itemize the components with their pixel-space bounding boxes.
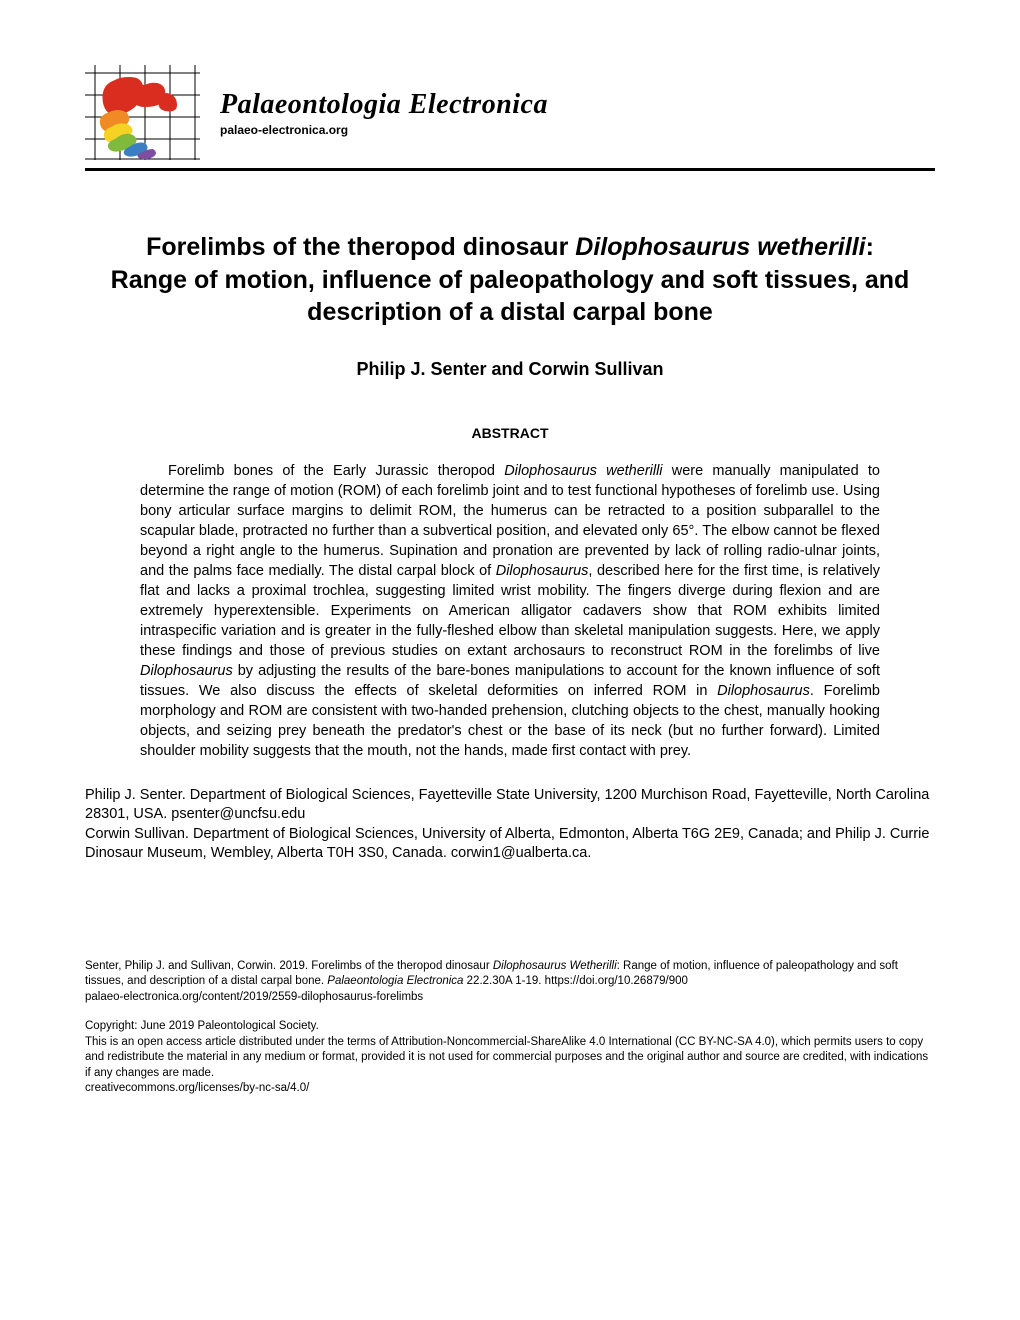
abstract-species: Dilophosaurus [496, 563, 589, 579]
article-title: Forelimbs of the theropod dinosaur Dilop… [85, 231, 935, 329]
title-text: Forelimbs of the theropod dinosaur [146, 233, 575, 261]
copyright-line: Copyright: June 2019 Paleontological Soc… [85, 1019, 935, 1035]
abstract-heading: ABSTRACT [85, 425, 935, 441]
header: Palaeontologia Electronica palaeo-electr… [85, 65, 935, 171]
authors: Philip J. Senter and Corwin Sullivan [85, 359, 935, 380]
copyright-url[interactable]: creativecommons.org/licenses/by-nc-sa/4.… [85, 1081, 935, 1097]
affiliation-1: Philip J. Senter. Department of Biologic… [85, 786, 935, 825]
journal-logo [85, 65, 200, 160]
copyright-license: This is an open access article distribut… [85, 1035, 935, 1082]
citation-text: Senter, Philip J. and Sullivan, Corwin. … [85, 960, 493, 972]
affiliations: Philip J. Senter. Department of Biologic… [85, 786, 935, 864]
abstract-text: were manually manipulated to determine t… [140, 463, 880, 579]
abstract-species: Dilophosaurus wetherilli [504, 463, 662, 479]
affiliation-2: Corwin Sullivan. Department of Biologica… [85, 825, 935, 864]
citation-text: 22.2.30A 1-19. https://doi.org/10.26879/… [463, 975, 687, 987]
copyright: Copyright: June 2019 Paleontological Soc… [85, 1019, 935, 1097]
citation-journal: Palaeontologia Electronica [327, 975, 463, 987]
journal-url[interactable]: palaeo-electronica.org [220, 123, 548, 137]
citation: Senter, Philip J. and Sullivan, Corwin. … [85, 959, 935, 1006]
citation-species: Dilophosaurus Wetherilli [493, 960, 617, 972]
journal-info: Palaeontologia Electronica palaeo-electr… [220, 89, 548, 137]
journal-title: Palaeontologia Electronica [220, 89, 548, 121]
citation-url[interactable]: palaeo-electronica.org/content/2019/2559… [85, 990, 935, 1006]
title-species: Dilophosaurus wetherilli [575, 233, 865, 261]
abstract-species: Dilophosaurus [140, 663, 233, 679]
abstract-species: Dilophosaurus [717, 683, 810, 699]
abstract-body: Forelimb bones of the Early Jurassic the… [85, 461, 935, 761]
abstract-text: Forelimb bones of the Early Jurassic the… [168, 463, 504, 479]
